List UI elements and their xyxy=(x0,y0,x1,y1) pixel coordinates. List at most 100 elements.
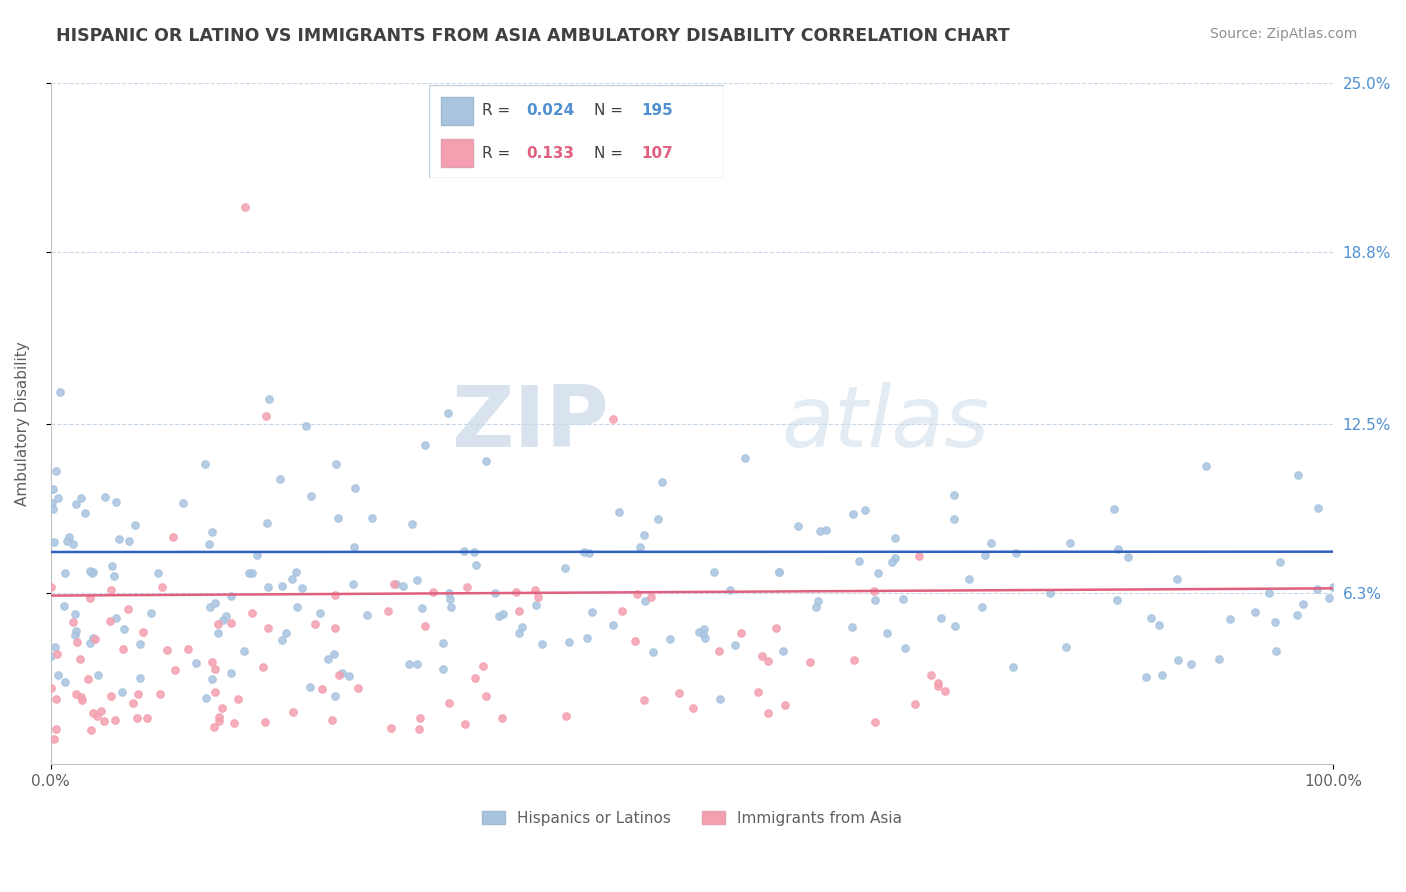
Point xyxy=(62,537,84,551)
Point xyxy=(432,662,454,676)
Point xyxy=(718,583,741,598)
Point xyxy=(756,653,779,667)
Point xyxy=(908,549,931,564)
Point xyxy=(505,585,527,599)
Point xyxy=(942,512,965,526)
Point xyxy=(201,672,224,686)
Point xyxy=(747,684,769,698)
Point xyxy=(56,534,79,549)
Point xyxy=(337,669,360,683)
Point xyxy=(285,600,308,615)
Point xyxy=(46,491,69,505)
Point xyxy=(723,638,745,652)
Point xyxy=(1264,644,1286,658)
Point xyxy=(121,696,143,710)
Point xyxy=(256,516,278,530)
Point xyxy=(204,596,226,610)
Point xyxy=(1208,651,1230,665)
Point xyxy=(127,687,149,701)
Text: Source: ZipAtlas.com: Source: ZipAtlas.com xyxy=(1209,27,1357,41)
Point xyxy=(162,530,184,544)
Point xyxy=(100,582,122,597)
Point xyxy=(1258,585,1281,599)
Point xyxy=(973,549,995,563)
Point xyxy=(208,714,231,729)
Point xyxy=(44,640,66,655)
Point xyxy=(581,605,603,619)
Point xyxy=(104,713,127,727)
Point xyxy=(464,671,486,685)
Point xyxy=(194,457,217,471)
Point xyxy=(79,564,101,578)
Text: 0.133: 0.133 xyxy=(526,145,574,161)
Point xyxy=(848,553,870,567)
Point xyxy=(53,599,76,613)
Point xyxy=(929,611,952,625)
Point xyxy=(1039,585,1062,599)
Point xyxy=(398,657,420,671)
Point xyxy=(807,594,830,608)
Point xyxy=(475,454,498,468)
Point xyxy=(765,621,787,635)
Point xyxy=(163,663,186,677)
Point xyxy=(734,450,756,465)
Point xyxy=(624,634,647,648)
Point xyxy=(668,686,690,700)
Point xyxy=(100,689,122,703)
Point xyxy=(240,606,263,620)
Point xyxy=(283,705,305,719)
Point xyxy=(257,392,280,406)
Point xyxy=(1005,546,1028,560)
Text: 0.024: 0.024 xyxy=(526,103,575,119)
Point xyxy=(1116,549,1139,564)
Point xyxy=(204,685,226,699)
Point xyxy=(252,660,274,674)
Point xyxy=(69,690,91,704)
Point xyxy=(1268,555,1291,569)
Point xyxy=(1152,668,1174,682)
Point xyxy=(344,481,367,495)
Point xyxy=(853,502,876,516)
Point xyxy=(93,714,115,728)
Point xyxy=(392,579,415,593)
Point xyxy=(1286,608,1309,623)
Point xyxy=(453,544,475,558)
Point xyxy=(927,676,949,690)
Point xyxy=(413,438,436,452)
Point xyxy=(86,708,108,723)
Point xyxy=(46,668,69,682)
Bar xyxy=(440,139,472,167)
Point xyxy=(894,641,917,656)
Point xyxy=(146,566,169,580)
Point xyxy=(132,624,155,639)
Point xyxy=(222,716,245,731)
Point xyxy=(101,558,124,573)
Point xyxy=(709,644,731,658)
Point xyxy=(454,717,477,731)
Point xyxy=(1002,660,1025,674)
Point xyxy=(77,672,100,686)
Point xyxy=(970,599,993,614)
Point xyxy=(1317,591,1340,606)
Point xyxy=(274,626,297,640)
Point xyxy=(527,590,550,604)
Point xyxy=(41,496,63,510)
Point xyxy=(42,501,65,516)
Point xyxy=(42,731,65,746)
Point xyxy=(1264,615,1286,629)
Point xyxy=(692,622,714,636)
Point xyxy=(415,618,437,632)
Point xyxy=(862,584,884,599)
Point xyxy=(1149,618,1171,632)
Point xyxy=(39,581,62,595)
Point xyxy=(688,625,710,640)
Point xyxy=(271,579,294,593)
Point xyxy=(531,637,554,651)
Point xyxy=(882,555,904,569)
Point xyxy=(1054,640,1077,654)
Point xyxy=(172,496,194,510)
Point xyxy=(246,548,269,562)
Text: ZIP: ZIP xyxy=(451,383,609,466)
Text: atlas: atlas xyxy=(782,383,990,466)
Point xyxy=(42,535,65,549)
